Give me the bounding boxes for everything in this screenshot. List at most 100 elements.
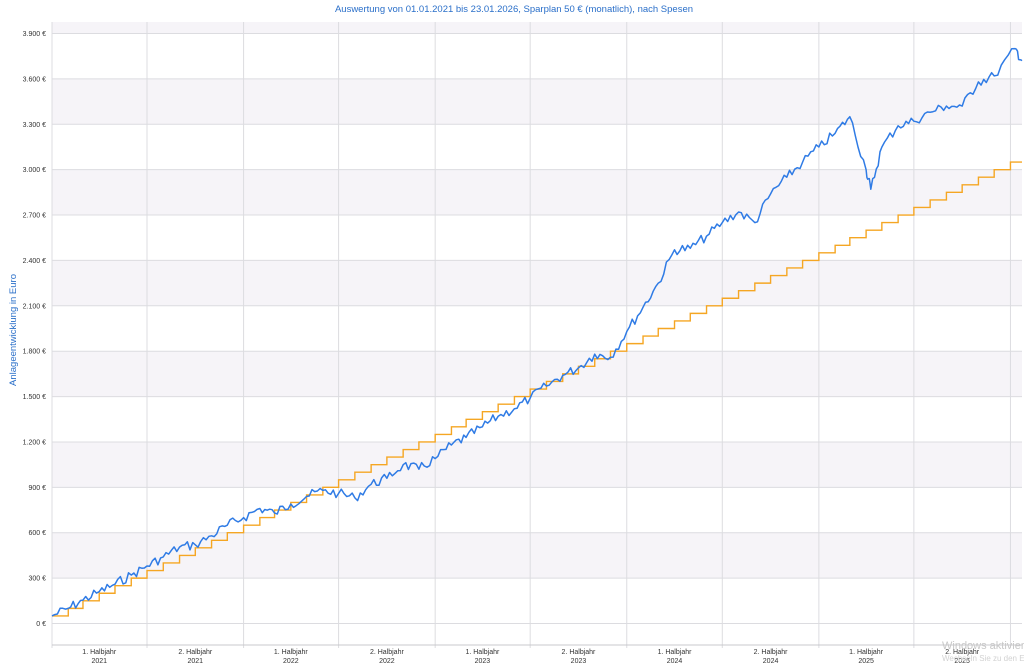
data-point <box>306 496 308 498</box>
watermark-line1: Windows aktivier <box>942 640 1024 652</box>
data-point <box>82 599 84 601</box>
data-point <box>993 75 995 77</box>
data-point <box>529 397 531 399</box>
data-point <box>849 116 851 118</box>
data-point <box>354 497 356 499</box>
y-axis-label: Anlageentwicklung in Euro <box>8 274 19 386</box>
y-axis-ticks: 0 € 300 € 600 € 900 € 1.200 € 1.500 € 1.800 € 2… <box>23 31 46 628</box>
data-point <box>114 583 116 585</box>
x-tick-year: 2023 <box>571 658 587 665</box>
data-point <box>754 222 756 224</box>
data-point <box>610 356 612 358</box>
data-point <box>834 133 836 135</box>
data-point <box>290 503 292 505</box>
y-tick-label: 3.900 € <box>23 31 46 38</box>
data-point <box>274 512 276 514</box>
data-point <box>802 161 804 163</box>
y-tick-label: 1.200 € <box>23 439 46 446</box>
x-tick-label: 1. Halbjahr <box>465 649 500 656</box>
x-tick-label: 2. Halbjahr <box>945 649 980 656</box>
y-tick-label: 2.100 € <box>23 303 46 310</box>
data-point <box>434 458 436 460</box>
data-point <box>497 415 499 417</box>
y-tick-label: 3.600 € <box>23 76 46 83</box>
data-point <box>562 375 564 377</box>
x-tick-year: 2025 <box>858 658 874 665</box>
data-point <box>721 222 723 224</box>
data-point <box>162 556 164 558</box>
data-point <box>130 574 132 576</box>
y-tick-label: 3.000 € <box>23 167 46 174</box>
data-point <box>881 146 883 148</box>
data-point <box>370 484 372 486</box>
data-point <box>402 464 404 466</box>
x-tick-label: 1. Halbjahr <box>849 649 884 656</box>
data-point <box>929 111 931 113</box>
grid-band <box>52 78 1022 125</box>
data-point <box>1021 60 1023 62</box>
grid-band <box>52 169 1022 216</box>
data-point <box>594 353 596 355</box>
x-tick-year: 2021 <box>188 658 204 665</box>
data-point <box>418 468 420 470</box>
y-tick-label: 900 € <box>28 485 46 492</box>
data-point <box>546 385 548 387</box>
data-point <box>642 307 644 309</box>
data-point <box>98 591 100 593</box>
data-point <box>738 211 740 213</box>
data-point <box>243 517 245 519</box>
data-point <box>978 81 980 83</box>
series-line-portfolio <box>51 47 1023 617</box>
data-point <box>451 444 453 446</box>
data-point <box>1014 48 1016 50</box>
y-tick-label: 2.700 € <box>23 213 46 220</box>
data-point <box>194 544 196 546</box>
y-tick-label: 3.300 € <box>23 122 46 129</box>
data-point <box>674 249 676 251</box>
data-point <box>706 235 708 237</box>
y-tick-label: 600 € <box>28 530 46 537</box>
x-tick-year: 2023 <box>475 658 491 665</box>
data-point <box>179 546 181 548</box>
data-point <box>51 615 53 617</box>
x-tick-year: 2024 <box>667 658 683 665</box>
data-point <box>514 408 516 410</box>
data-point <box>626 331 628 333</box>
grid <box>51 22 1022 648</box>
data-point <box>913 120 915 122</box>
data-point <box>465 437 467 439</box>
x-tick-label: 1. Halbjahr <box>82 649 117 656</box>
grid-band <box>52 532 1022 579</box>
data-point <box>870 189 872 191</box>
y-tick-label: 0 € <box>36 621 46 628</box>
grid-band <box>52 260 1022 306</box>
x-tick-label: 2. Halbjahr <box>178 649 213 656</box>
data-point <box>946 105 948 107</box>
data-point <box>657 282 659 284</box>
y-tick-label: 1.500 € <box>23 394 46 401</box>
grid-band <box>52 441 1022 488</box>
x-tick-year: 2021 <box>91 658 107 665</box>
data-point <box>482 426 484 428</box>
data-point <box>227 524 229 526</box>
x-tick-label: 1. Halbjahr <box>658 649 693 656</box>
data-point <box>386 477 388 479</box>
data-point <box>259 508 261 510</box>
y-tick-label: 1.800 € <box>23 349 46 356</box>
data-point <box>818 146 820 148</box>
data-point <box>578 367 580 369</box>
data-point <box>897 125 899 127</box>
data-point <box>322 490 324 492</box>
data-point <box>67 608 69 610</box>
chart-title: Auswertung von 01.01.2021 bis 23.01.2026… <box>335 4 693 15</box>
x-tick-label: 2. Halbjahr <box>754 649 789 656</box>
x-tick-year: 2024 <box>763 658 779 665</box>
series-lines <box>51 47 1023 617</box>
data-point <box>786 176 788 178</box>
y-tick-label: 300 € <box>28 576 46 583</box>
data-point <box>961 105 963 107</box>
x-tick-label: 1. Halbjahr <box>274 649 309 656</box>
x-tick-label: 2. Halbjahr <box>562 649 597 656</box>
data-point <box>146 565 148 567</box>
